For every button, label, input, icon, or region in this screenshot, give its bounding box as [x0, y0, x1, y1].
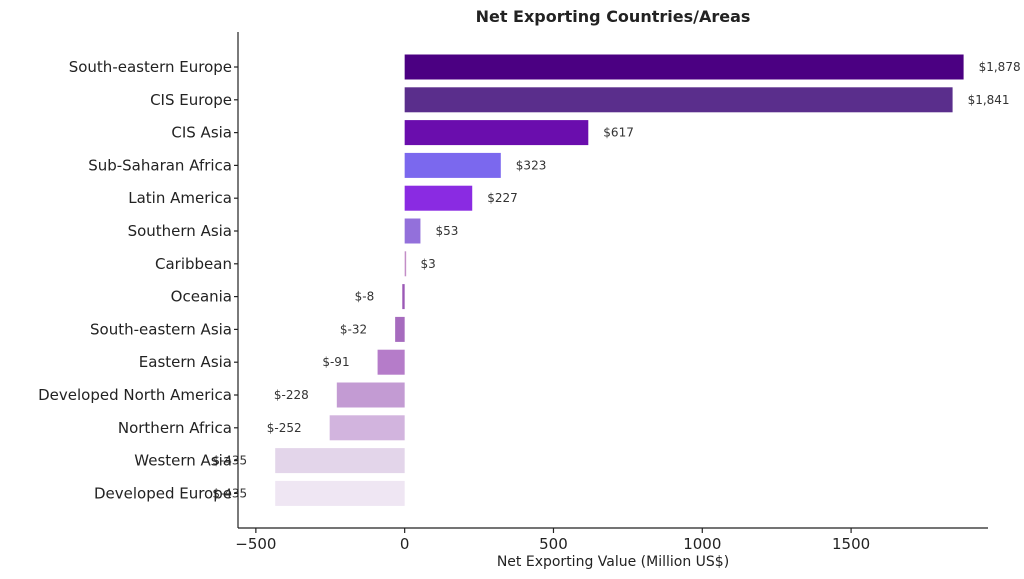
value-label-9: $-91 — [322, 355, 349, 369]
x-tick-label-3: 1000 — [683, 535, 721, 553]
category-label-6: Caribbean — [155, 255, 232, 273]
category-labels-group: South-eastern Europe CIS Europe CIS Asia Su… — [38, 58, 232, 502]
category-label-9: Eastern Asia — [139, 353, 232, 371]
value-label-3: $323 — [516, 158, 547, 172]
bars-group — [275, 54, 964, 506]
value-label-2: $617 — [603, 126, 634, 140]
category-label-5: Southern Asia — [128, 222, 232, 240]
category-label-11: Northern Africa — [118, 419, 232, 437]
category-label-3: Sub-Saharan Africa — [88, 156, 232, 174]
x-tick-label-0: −500 — [235, 535, 276, 553]
value-label-11: $-252 — [267, 421, 302, 435]
x-tick-label-2: 500 — [539, 535, 568, 553]
bar-9 — [377, 349, 405, 375]
value-label-8: $-32 — [340, 322, 367, 336]
x-tick-label-1: 0 — [400, 535, 410, 553]
category-label-10: Developed North America — [38, 386, 232, 404]
value-label-5: $53 — [435, 224, 458, 238]
bar-10 — [336, 382, 405, 408]
value-label-7: $-8 — [355, 290, 375, 304]
value-label-1: $1,841 — [968, 93, 1010, 107]
bar-8 — [395, 316, 405, 342]
bar-11 — [329, 415, 405, 441]
bar-5 — [404, 218, 421, 244]
category-label-13: Developed Europe — [94, 484, 232, 502]
bar-0 — [404, 54, 964, 80]
bar-12 — [275, 448, 405, 474]
bar-3 — [404, 152, 501, 178]
category-label-4: Latin America — [128, 189, 232, 207]
value-label-4: $227 — [487, 191, 518, 205]
x-axis-label: Net Exporting Value (Million US$) — [497, 554, 729, 570]
axes-group: −500 0 500 1000 1500 — [234, 32, 988, 553]
bar-7 — [402, 284, 405, 310]
category-label-8: South-eastern Asia — [90, 320, 232, 338]
category-label-2: CIS Asia — [171, 124, 232, 142]
bar-4 — [404, 185, 473, 211]
value-label-0: $1,878 — [979, 60, 1021, 74]
bar-2 — [404, 120, 589, 146]
x-tick-label-4: 1500 — [832, 535, 870, 553]
category-label-1: CIS Europe — [150, 91, 232, 109]
value-labels-group: $1,878 $1,841 $617 $323 $227 $53 $3 $-8 $-32 $-91… — [212, 60, 1020, 500]
chart-title: Net Exporting Countries/Areas — [476, 7, 751, 26]
category-label-0: South-eastern Europe — [69, 58, 232, 76]
category-label-7: Oceania — [171, 288, 232, 306]
category-label-12: Western Asia — [134, 452, 232, 470]
value-label-6: $3 — [421, 257, 436, 271]
bar-6 — [404, 251, 407, 277]
bar-13 — [275, 480, 405, 506]
value-label-10: $-228 — [274, 388, 309, 402]
bar-1 — [404, 87, 953, 113]
